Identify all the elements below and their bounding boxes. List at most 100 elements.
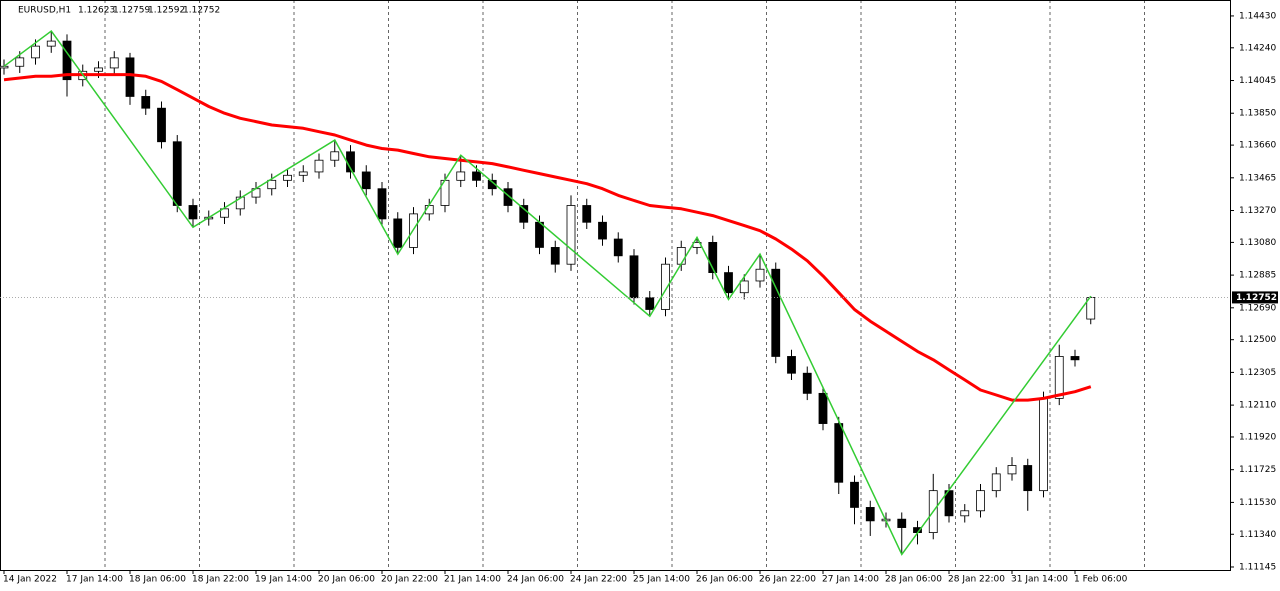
candle-body <box>1007 465 1017 475</box>
x-tick-label: 21 Jan 14:00 <box>444 575 501 585</box>
candle-body <box>850 481 859 508</box>
candle-body <box>818 392 828 424</box>
y-tick-label: 1.11340 <box>1239 530 1276 540</box>
x-tick-label: 20 Jan 22:00 <box>381 575 438 585</box>
candle-body <box>456 171 466 181</box>
y-tick-label: 1.11530 <box>1239 498 1276 508</box>
candle-body <box>361 171 371 190</box>
y-tick-label: 1.12305 <box>1239 368 1276 378</box>
ohlc-low: 1.12592 <box>148 6 185 16</box>
ohlc-close: 1.12752 <box>183 6 220 16</box>
price-label: 1.12752 <box>1236 293 1277 303</box>
candle-body <box>15 57 25 67</box>
candle-body <box>298 171 308 176</box>
y-tick-label: 1.13270 <box>1239 206 1276 216</box>
candle-body <box>157 107 166 143</box>
candle-body <box>661 263 670 310</box>
candle-body <box>62 40 72 81</box>
candle-body <box>220 208 229 218</box>
y-tick-label: 1.12110 <box>1239 401 1276 411</box>
x-tick-label: 26 Jan 22:00 <box>759 575 816 585</box>
candle-body <box>598 221 607 240</box>
x-tick-label: 26 Jan 06:00 <box>696 575 753 585</box>
x-tick-label: 31 Jan 14:00 <box>1011 575 1068 585</box>
candle-body <box>645 297 655 310</box>
candle-body <box>172 141 182 206</box>
y-tick-label: 1.11725 <box>1239 465 1276 475</box>
candle-body <box>897 518 907 528</box>
y-tick-label: 1.12690 <box>1239 303 1276 313</box>
y-tick-label: 1.11920 <box>1239 432 1276 442</box>
candle-body <box>834 423 844 483</box>
candle-body <box>960 510 970 517</box>
candle-body <box>188 205 198 220</box>
candle-body <box>1054 356 1064 399</box>
y-tick-label: 1.13660 <box>1239 141 1276 151</box>
candle-body <box>109 57 119 69</box>
y-tick-label: 1.13080 <box>1239 238 1276 248</box>
candle-body <box>393 218 403 248</box>
candle-body <box>519 205 529 223</box>
candle-body <box>991 473 1001 492</box>
candle-body <box>976 490 985 512</box>
candle-body <box>125 57 135 97</box>
ohlc-open: 1.12623 <box>78 6 115 16</box>
x-tick-label: 19 Jan 14:00 <box>255 575 312 585</box>
x-tick-label: 1 Feb 06:00 <box>1074 575 1128 585</box>
candle-body <box>802 372 812 394</box>
candle-body <box>676 247 686 265</box>
x-tick-label: 28 Jan 06:00 <box>885 575 942 585</box>
candle-body <box>503 188 513 206</box>
candle-body <box>535 221 544 248</box>
x-tick-label: 18 Jan 22:00 <box>192 575 249 585</box>
candle-body <box>46 40 56 47</box>
y-tick-label: 1.14430 <box>1239 11 1276 21</box>
x-tick-label: 27 Jan 14:00 <box>822 575 879 585</box>
candle-body <box>94 67 103 72</box>
labels: 1.14430 1.14240 1.14045 1.13850 1.13660 1.134… <box>3 11 1278 585</box>
candle-body <box>708 241 718 273</box>
candle-body <box>283 174 292 181</box>
x-tick-label: 17 Jan 14:00 <box>66 575 123 585</box>
x-tick-label: 28 Jan 22:00 <box>948 575 1005 585</box>
candle-body <box>472 171 481 181</box>
candle-body <box>141 96 151 109</box>
moving-average-line <box>3 73 1092 402</box>
candle-body <box>314 159 324 173</box>
candle-body <box>582 205 592 223</box>
candle-body <box>566 205 576 265</box>
y-tick-label: 1.11145 <box>1239 562 1276 572</box>
candle-body <box>235 196 245 210</box>
zigzag-line <box>3 29 1092 556</box>
y-tick-label: 1.12885 <box>1239 271 1276 281</box>
price-label-box <box>1232 291 1278 304</box>
candle-body <box>267 179 277 190</box>
candle-body <box>771 268 781 357</box>
candle-body <box>31 45 40 59</box>
y-tick-label: 1.14240 <box>1239 43 1276 53</box>
grid <box>104 0 1145 570</box>
candle-body <box>330 151 340 161</box>
candle-body <box>787 356 796 374</box>
candle-body <box>629 255 639 299</box>
y-tick-label: 1.14045 <box>1239 76 1276 86</box>
chart-title: EURUSD,H1 <box>18 6 71 16</box>
candle-body <box>1039 397 1048 492</box>
y-tick-label: 1.13465 <box>1239 173 1276 183</box>
candle-body <box>613 238 623 257</box>
candle-body <box>739 280 749 294</box>
candle-body <box>0 65 9 69</box>
x-tick-label: 18 Jan 06:00 <box>129 575 186 585</box>
ohlc-high: 1.12759 <box>113 6 150 16</box>
x-tick-label: 24 Jan 06:00 <box>507 575 564 585</box>
y-tick-label: 1.13850 <box>1239 109 1276 119</box>
y-tick-label: 1.12500 <box>1239 335 1276 345</box>
candle-body <box>865 507 875 522</box>
candle-body <box>1070 356 1080 361</box>
x-tick-label: 20 Jan 06:00 <box>318 575 375 585</box>
candle-body <box>1023 465 1033 492</box>
x-tick-label: 24 Jan 22:00 <box>570 575 627 585</box>
candle-body <box>724 272 733 294</box>
